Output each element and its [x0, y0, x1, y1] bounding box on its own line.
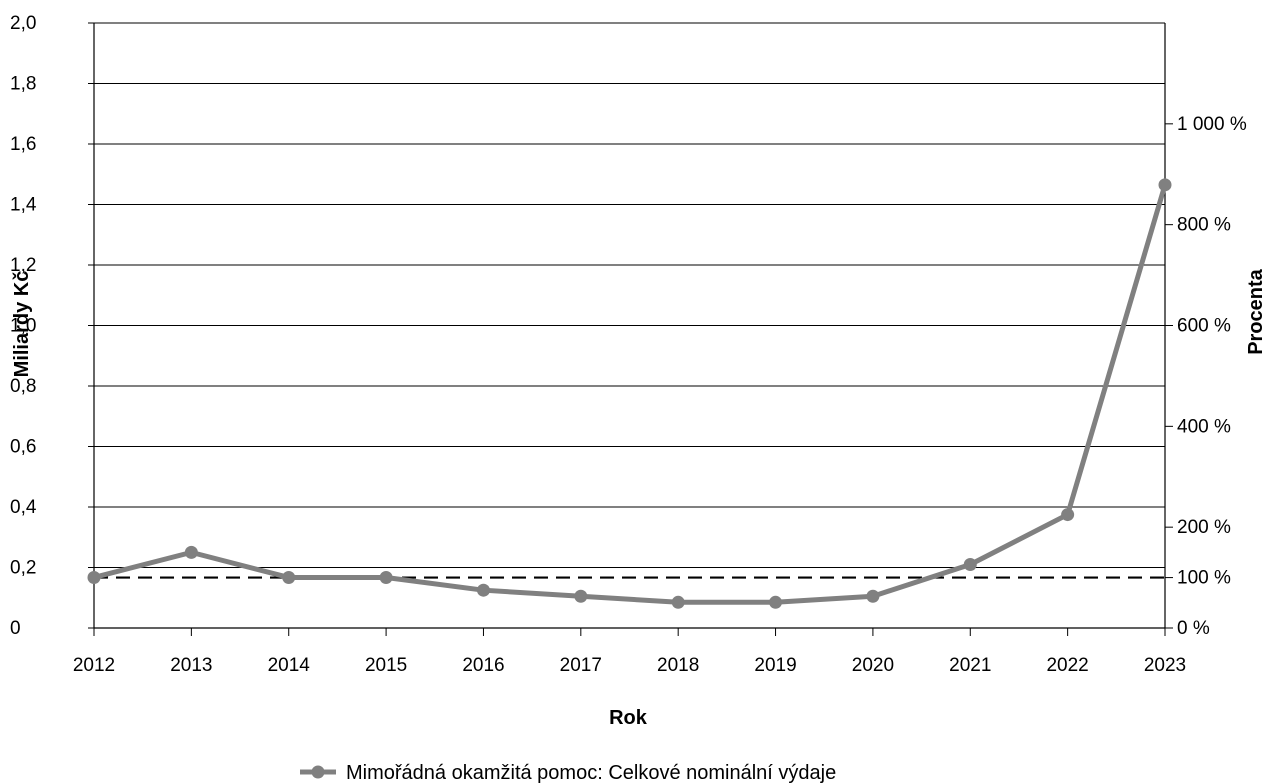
- data-point: [282, 570, 296, 584]
- y-tick-label: 1,2: [10, 255, 36, 276]
- axes: [88, 22, 1173, 636]
- y2-tick-label: 400 %: [1177, 416, 1231, 437]
- y2-axis-title: Procenta: [1245, 268, 1267, 354]
- x-tick-label: 2022: [1046, 655, 1088, 676]
- legend: Mimořádná okamžitá pomoc: Celkové nominá…: [300, 762, 836, 784]
- y-tick-label: 1,0: [10, 316, 36, 337]
- data-point: [769, 595, 783, 609]
- data-point: [1158, 178, 1172, 192]
- data-point: [574, 589, 588, 603]
- y2-tick-label: 800 %: [1177, 215, 1231, 236]
- y-tick-label: 2,0: [10, 13, 36, 34]
- x-tick-label: 2017: [560, 655, 602, 676]
- x-tick-label: 2019: [754, 655, 796, 676]
- x-tick-label: 2016: [462, 655, 504, 676]
- y2-tick-label: 1 000 %: [1177, 114, 1247, 135]
- data-point: [671, 595, 685, 609]
- y-tick-label: 1,4: [10, 195, 37, 216]
- x-tick-label: 2018: [657, 655, 699, 676]
- y-axis-title: Miliardy Kč: [11, 271, 33, 378]
- x-tick-label: 2014: [268, 655, 311, 676]
- data-point: [1061, 508, 1075, 522]
- legend-marker-swatch: [311, 765, 325, 779]
- data-point: [379, 570, 393, 584]
- y2-axis-tick-labels: 0 % 100 % 200 % 400 % 600 % 800 % 1 000 %: [1177, 114, 1247, 639]
- data-point: [963, 557, 977, 571]
- data-point: [866, 589, 880, 603]
- y-tick-label: 0,4: [10, 497, 37, 518]
- x-axis-title: Rok: [609, 707, 648, 729]
- y2-tick-label: 0 %: [1177, 618, 1210, 639]
- series-line: [93, 184, 1168, 605]
- y-tick-label: 0,8: [10, 376, 36, 397]
- x-tick-label: 2021: [949, 655, 991, 676]
- y-tick-label: 0,6: [10, 437, 36, 458]
- y2-tick-label: 100 %: [1177, 568, 1231, 589]
- data-point: [184, 545, 198, 559]
- data-point: [87, 570, 101, 584]
- y-tick-label: 1,6: [10, 134, 36, 155]
- series-group: [87, 178, 1172, 609]
- x-tick-label: 2012: [73, 655, 115, 676]
- x-tick-label: 2015: [365, 655, 407, 676]
- y-axis-tick-labels: 0 0,2 0,4 0,6 0,8 1,0 1,2 1,4 1,6 1,8 2,0: [10, 13, 37, 639]
- legend-label: Mimořádná okamžitá pomoc: Celkové nominá…: [346, 762, 836, 784]
- y2-tick-label: 600 %: [1177, 316, 1231, 337]
- y2-tick-label: 200 %: [1177, 517, 1231, 538]
- x-tick-label: 2013: [170, 655, 212, 676]
- y-tick-label: 0,2: [10, 558, 36, 579]
- gridlines: [94, 22, 1165, 568]
- data-point: [476, 583, 490, 597]
- x-tick-label: 2020: [852, 655, 894, 676]
- y-tick-label: 1,8: [10, 74, 36, 95]
- y-tick-label: 0: [10, 618, 21, 639]
- x-axis-tick-labels: 2012 2013 2014 2015 2016 2017 2018 2019 2020 2021…: [73, 655, 1186, 676]
- x-tick-label: 2023: [1144, 655, 1186, 676]
